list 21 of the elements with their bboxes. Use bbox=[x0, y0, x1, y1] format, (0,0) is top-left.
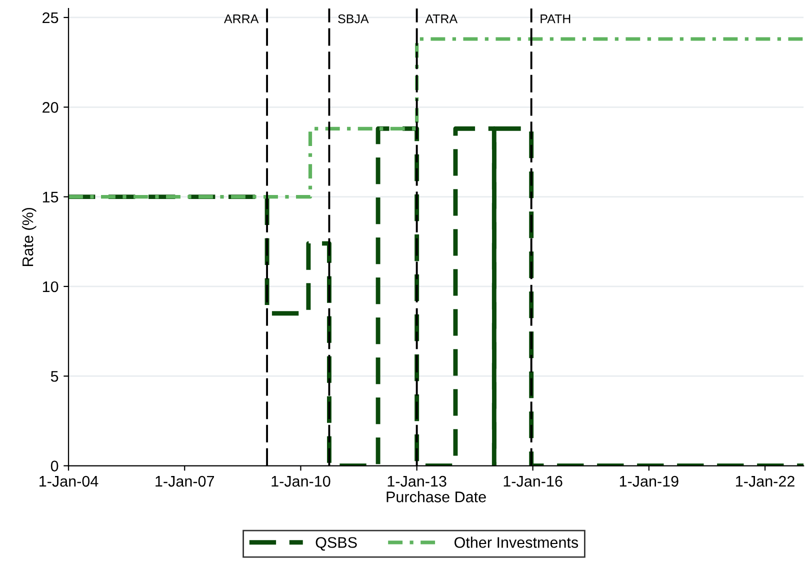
y-tick-label: 20 bbox=[42, 102, 58, 113]
y-tick-label: 15 bbox=[42, 192, 58, 202]
y-axis-title: Rate (%) bbox=[22, 208, 36, 266]
legend-label: Other Investments bbox=[454, 536, 578, 548]
x-tick-label: 1-Jan-10 bbox=[272, 476, 330, 487]
ref-line-label: SBJA bbox=[338, 14, 369, 24]
y-tick-label: 5 bbox=[50, 371, 58, 382]
x-tick-label: 1-Jan-19 bbox=[620, 476, 678, 487]
x-tick-label: 1-Jan-04 bbox=[40, 476, 98, 487]
ref-line-label: ATRA bbox=[425, 14, 458, 24]
x-tick-label: 1-Jan-13 bbox=[388, 476, 446, 487]
x-tick-label: 1-Jan-07 bbox=[156, 476, 214, 487]
ref-line-label: ARRA bbox=[224, 14, 259, 24]
x-axis-title: Purchase Date bbox=[386, 491, 486, 502]
legend-label: QSBS bbox=[316, 537, 357, 551]
x-tick-label: 1-Jan-16 bbox=[504, 476, 562, 487]
ref-line-label: PATH bbox=[540, 14, 570, 24]
y-tick-label: 0 bbox=[50, 460, 58, 472]
x-tick-label: 1-Jan-22 bbox=[736, 476, 794, 487]
y-tick-label: 10 bbox=[42, 281, 58, 292]
y-tick-label: 25 bbox=[42, 12, 58, 24]
